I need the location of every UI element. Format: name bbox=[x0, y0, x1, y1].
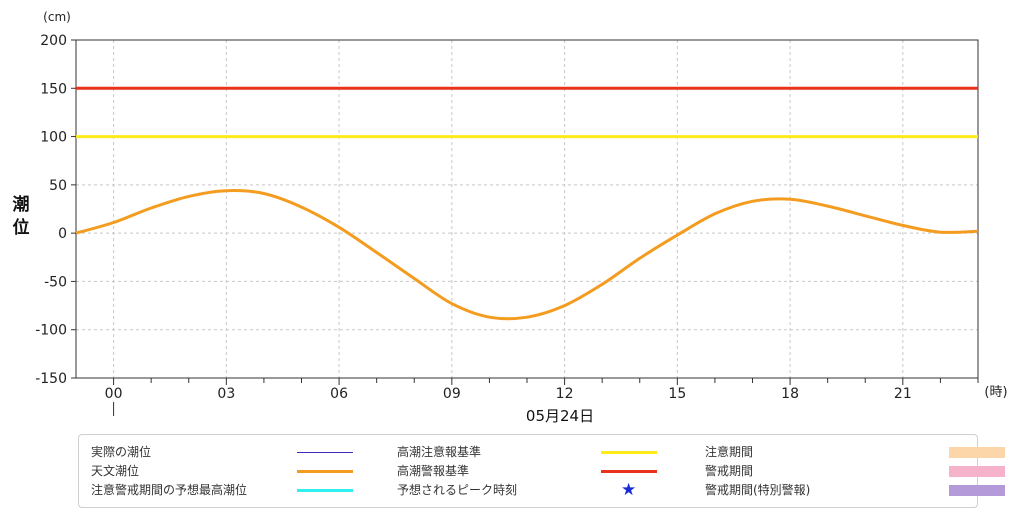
legend-line-swatch bbox=[297, 469, 353, 473]
date-label: 05月24日 bbox=[526, 407, 594, 425]
y-tick-label: 150 bbox=[40, 81, 67, 97]
y-tick-label: -100 bbox=[35, 323, 67, 339]
legend-box-swatch bbox=[949, 485, 1005, 496]
x-tick-label: 15 bbox=[668, 386, 686, 402]
y-tick-label: 100 bbox=[40, 130, 67, 146]
x-tick-label: 00 bbox=[105, 386, 123, 402]
legend-label: 警戒期間(特別警報) bbox=[705, 483, 811, 497]
legend-box-swatch bbox=[949, 447, 1005, 458]
legend-box-swatch bbox=[949, 466, 1005, 477]
legend-label: 注意期間 bbox=[705, 445, 754, 459]
legend-label: 実際の潮位 bbox=[91, 445, 152, 459]
y-tick-label: -50 bbox=[44, 274, 67, 290]
legend-label: 注意警戒期間の予想最高潮位 bbox=[91, 483, 248, 497]
legend-line-swatch bbox=[297, 451, 353, 453]
x-tick-label: 03 bbox=[217, 386, 235, 402]
legend-line-swatch bbox=[601, 450, 657, 454]
tide-chart: -150 -100 -50 0 50 100 150 200 00 03 06 09 12 15 18 21 (… bbox=[13, 10, 1008, 425]
legend-line-swatch bbox=[601, 469, 657, 473]
x-tick-label: 12 bbox=[556, 386, 574, 402]
y-tick-label: 0 bbox=[58, 226, 67, 242]
legend-label: 高潮警報基準 bbox=[397, 464, 470, 478]
x-tick-label: 21 bbox=[894, 386, 912, 402]
legend-label: 高潮注意報基準 bbox=[397, 445, 482, 459]
star-icon: ★ bbox=[621, 480, 637, 500]
chart-legend: 実際の潮位天文潮位注意警戒期間の予想最高潮位 高潮注意報基準 高潮警報基準予想される… bbox=[78, 434, 1005, 508]
x-tick-label: 18 bbox=[781, 386, 799, 402]
tide-series-line bbox=[75, 189, 979, 321]
y-axis-title-char1: 潮 bbox=[13, 194, 30, 215]
x-axis-unit: (時) bbox=[984, 385, 1007, 400]
legend-line-swatch bbox=[297, 488, 353, 492]
x-tick-label: 09 bbox=[443, 386, 461, 402]
legend-label: 天文潮位 bbox=[91, 464, 140, 478]
legend-label: 警戒期間 bbox=[705, 464, 754, 478]
y-axis-unit: (cm) bbox=[43, 10, 71, 24]
y-tick-label: 50 bbox=[49, 178, 67, 194]
legend-label: 予想されるピーク時刻 bbox=[397, 483, 518, 497]
x-tick-label: 06 bbox=[330, 386, 348, 402]
y-tick-label: -150 bbox=[35, 371, 67, 387]
y-axis-title-char2: 位 bbox=[13, 217, 30, 238]
y-tick-label: 200 bbox=[40, 33, 67, 49]
